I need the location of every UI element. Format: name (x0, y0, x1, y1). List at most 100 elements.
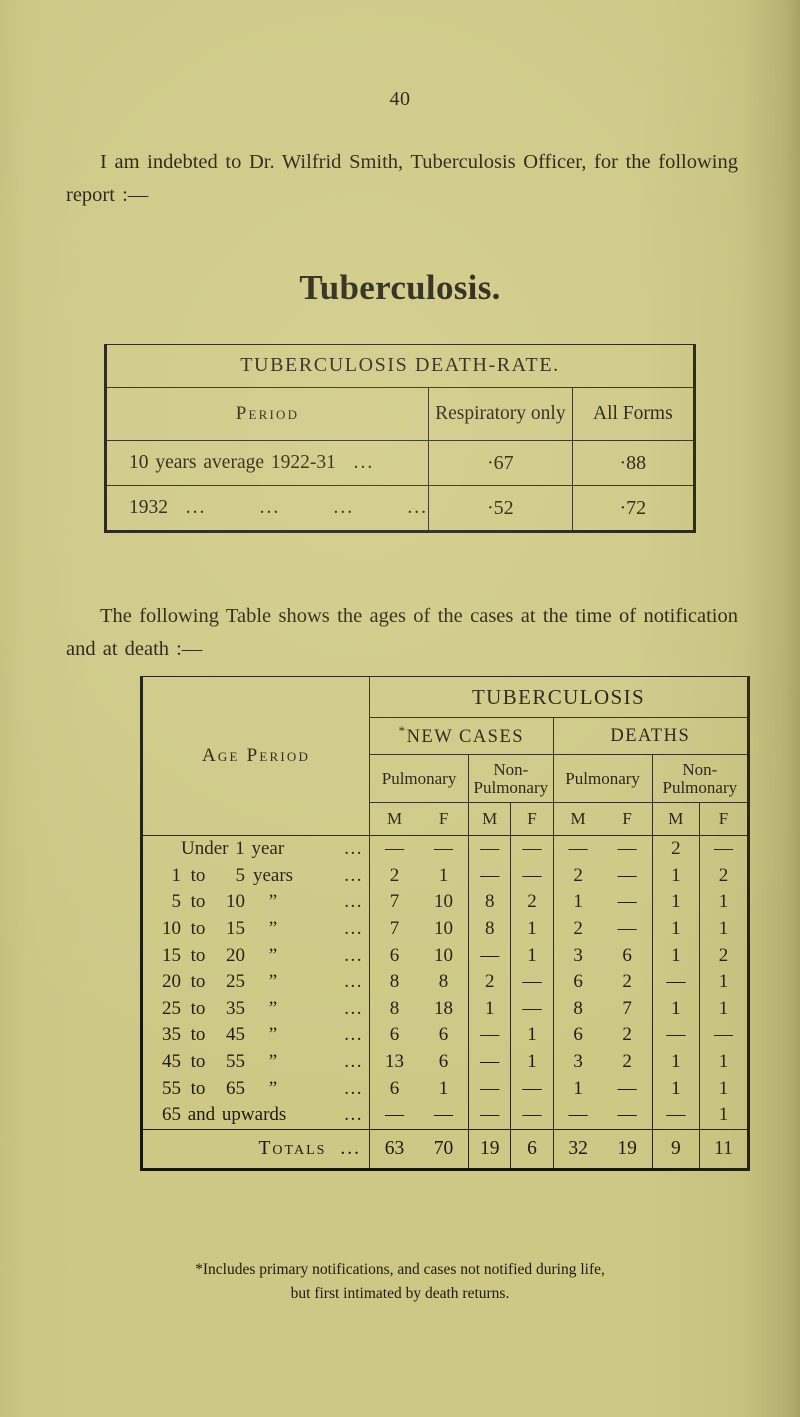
cell-average-all-forms: ·88 (571, 440, 693, 486)
row-label-unit: ” (268, 1077, 278, 1099)
table-cell: 1 (552, 889, 603, 916)
table-cell: 2 (699, 862, 747, 890)
table-header-row-group: Age Period TUBERCULOSIS (143, 677, 747, 766)
row-label-unit: ” (268, 997, 278, 1019)
column-header-sex-f-cases-nonpulm: F (510, 802, 554, 836)
column-header-sex-f-deaths-nonpulm: F (699, 802, 747, 836)
age-period-grid: Age Period TUBERCULOSIS *NEW CASES DEATH… (143, 677, 747, 1168)
table-cell: 8 (552, 995, 603, 1023)
table-cell: 6 (552, 968, 603, 996)
table-cell: 1 (510, 1048, 554, 1076)
row-label-age-group: Under 1 year... (143, 834, 370, 863)
leader-dots: ... (259, 497, 281, 518)
column-header-all-forms: All Forms (571, 387, 693, 441)
row-label-age-group: 10 to 15 ”... (143, 916, 370, 943)
table-cell: 8 (468, 915, 511, 943)
cell-average-respiratory: ·67 (428, 440, 573, 486)
column-header-tuberculosis: TUBERCULOSIS (369, 677, 747, 718)
leader-dots: ... (344, 891, 364, 913)
table-cell: — (468, 834, 511, 863)
table-header-row-category: Pulmonary Non- Pulmonary Pulmonary Non- Pu… (143, 754, 747, 803)
mid-paragraph-text: The following Table shows the ages of th… (66, 605, 738, 660)
leader-dots: ... (344, 1051, 364, 1073)
row-label-from: 25 (162, 997, 181, 1019)
row-label-age-group: 5 to 10 ”... (143, 889, 370, 916)
leader-dots: ... (344, 944, 364, 966)
table-cell: 1 (468, 995, 511, 1023)
row-label-conj: to (190, 864, 206, 886)
row-label-from: 1 (171, 864, 182, 886)
table-cell: 3 (552, 1048, 603, 1076)
table-row: 10 to 15”... 7 10 8 1 2—1 1 (143, 915, 747, 943)
column-header-sex-m-cases-nonpulm: M (468, 802, 511, 836)
death-rate-table: TUBERCULOSIS DEATH-RATE. Period Respirat… (104, 344, 696, 533)
table-cell: 1 (438, 1077, 449, 1099)
row-label-age-group: 20 to 25 ”... (143, 969, 370, 996)
table-cell: — (602, 834, 653, 863)
table-cell: — (651, 1101, 700, 1130)
row-label-from: 10 (162, 918, 181, 940)
leader-dots: ... (340, 1137, 362, 1159)
table-row: 20 to 25”... 8 8 2—6 2—1 (143, 968, 747, 996)
table-cell: — (510, 862, 554, 890)
age-table-body: Under 1 year... — — — — — —2—1 to 5 years... 2 1— —2… (143, 834, 747, 1130)
table-header-row: Period Respiratory only All Forms (107, 387, 693, 441)
row-label-age-group: 65 and upwards... (143, 1102, 370, 1129)
column-header-age-period: Age Period (201, 745, 311, 766)
column-header-cases-pulmonary: Pulmonary (369, 754, 469, 803)
table-cell: 1 (699, 995, 747, 1023)
table-cell: 1 (651, 995, 700, 1023)
row-label-to: 20 (226, 944, 245, 966)
table-cell: 10 (434, 918, 454, 940)
table-cell: 1 (510, 915, 554, 943)
row-label-conj: to (190, 918, 206, 940)
table-row: 10 years average 1922-31 ... ·67 ·88 (107, 440, 693, 486)
column-header-period: Period (107, 387, 429, 441)
table-cell: 1 (651, 915, 700, 943)
totals-cell: 19 (468, 1128, 511, 1168)
table-cell: — (651, 968, 700, 996)
row-label-conj: to (190, 971, 206, 993)
totals-cell: 32 (552, 1128, 603, 1168)
table-totals-row: Totals... 63 70 19 6 32 19 9 11 (143, 1128, 747, 1168)
table-cell: 8 (438, 971, 449, 993)
table-cell: 7 (622, 997, 632, 1019)
row-label-age-group: 15 to 20 ”... (143, 942, 370, 969)
row-label-to: 15 (226, 918, 245, 940)
column-header-deaths-non-pulmonary: Non- Pulmonary (651, 754, 747, 803)
row-label-conj: to (190, 891, 206, 913)
leader-dots: ... (344, 838, 364, 860)
table-cell: — (468, 1101, 511, 1130)
table-cell: 8 (369, 968, 420, 996)
row-label-conj: to (190, 1051, 206, 1073)
row-label-unit: years (252, 864, 294, 886)
table-cell: 1 (699, 915, 747, 943)
column-header-sex-f-deaths-pulm: F (602, 802, 653, 836)
death-rate-grid: Period Respiratory only All Forms 10 yea… (107, 387, 693, 530)
column-header-sex-f-cases-pulm: F (419, 802, 469, 836)
table-cell: — (468, 1075, 511, 1102)
footnote-line-1: *Includes primary notifications, and cas… (195, 1261, 605, 1278)
row-label-from: 55 (162, 1077, 181, 1099)
table-cell: 1 (552, 1075, 603, 1102)
table-row: 35 to 45”... 6 6—1 6 2— — (143, 1022, 747, 1049)
column-header-cases-non-pulmonary: Non- Pulmonary (468, 754, 554, 803)
table-cell: 3 (552, 942, 603, 969)
intro-paragraph-text: I am indebted to Dr. Wilfrid Smith, Tube… (66, 151, 738, 206)
death-rate-table-title: TUBERCULOSIS DEATH-RATE. (240, 354, 560, 376)
table-cell: 1 (699, 1048, 747, 1076)
table-cell: — (651, 1022, 700, 1049)
table-cell: 2 (552, 915, 603, 943)
table-cell: 1 (651, 942, 700, 969)
footnote: *Includes primary notifications, and cas… (0, 1258, 800, 1306)
table-cell: — (510, 834, 554, 863)
table-cell: — (468, 1022, 511, 1049)
table-cell: 10 (434, 944, 454, 966)
page-title: Tuberculosis. (299, 268, 501, 307)
row-label-to: 55 (226, 1051, 245, 1073)
table-cell: 6 (622, 944, 632, 966)
row-label-unit: ” (268, 1051, 278, 1073)
row-label-from: 35 (162, 1024, 181, 1046)
row-label-age-group: 35 to 45 ”... (143, 1022, 370, 1049)
table-cell: 2 (622, 1051, 632, 1073)
